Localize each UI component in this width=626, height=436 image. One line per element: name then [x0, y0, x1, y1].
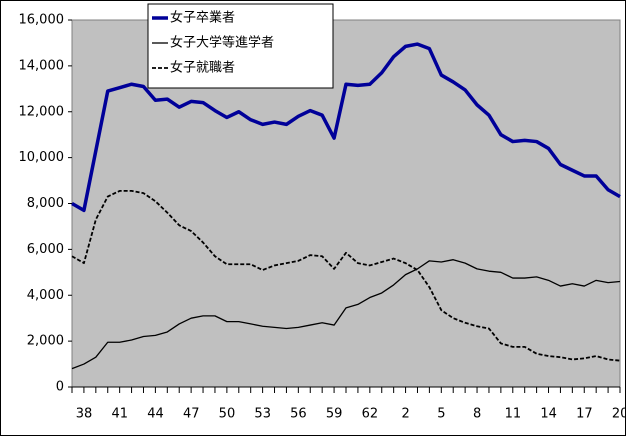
x-tick-label: 8 — [473, 407, 481, 422]
legend-label: 女子就職者 — [170, 60, 235, 76]
series-line — [71, 42, 621, 213]
series-line — [71, 189, 621, 362]
x-tick-label: 62 — [362, 407, 379, 422]
x-tick-label: 44 — [147, 407, 164, 422]
series-line — [71, 259, 621, 370]
x-tick-label: 14 — [540, 407, 557, 422]
x-tick-label: 53 — [254, 407, 271, 422]
x-tick-label: 41 — [111, 407, 128, 422]
x-tick-label: 2 — [402, 407, 410, 422]
x-tick-label: 50 — [219, 407, 236, 422]
y-tick-label: 14,000 — [19, 58, 65, 73]
x-tick-label: 56 — [290, 407, 307, 422]
y-tick-label: 6,000 — [27, 242, 64, 257]
legend-label: 女子大学等進学者 — [170, 35, 274, 51]
y-tick-label: 2,000 — [27, 334, 64, 349]
x-tick-label: 5 — [437, 407, 445, 422]
y-tick-label: 0 — [56, 380, 64, 395]
legend-label: 女子卒業者 — [170, 10, 235, 26]
x-tick-label: 59 — [326, 407, 343, 422]
y-tick-label: 16,000 — [19, 13, 65, 28]
y-tick-label: 10,000 — [19, 150, 65, 165]
legend-box — [147, 3, 334, 89]
x-tick-label: 38 — [76, 407, 93, 422]
x-tick-label: 11 — [505, 407, 522, 422]
y-tick-label: 12,000 — [19, 104, 65, 119]
x-tick-label: 20 — [612, 407, 626, 422]
x-tick-label: 17 — [576, 407, 593, 422]
y-tick-label: 4,000 — [27, 288, 64, 303]
x-tick-label: 47 — [183, 407, 200, 422]
y-tick-label: 8,000 — [27, 196, 64, 211]
